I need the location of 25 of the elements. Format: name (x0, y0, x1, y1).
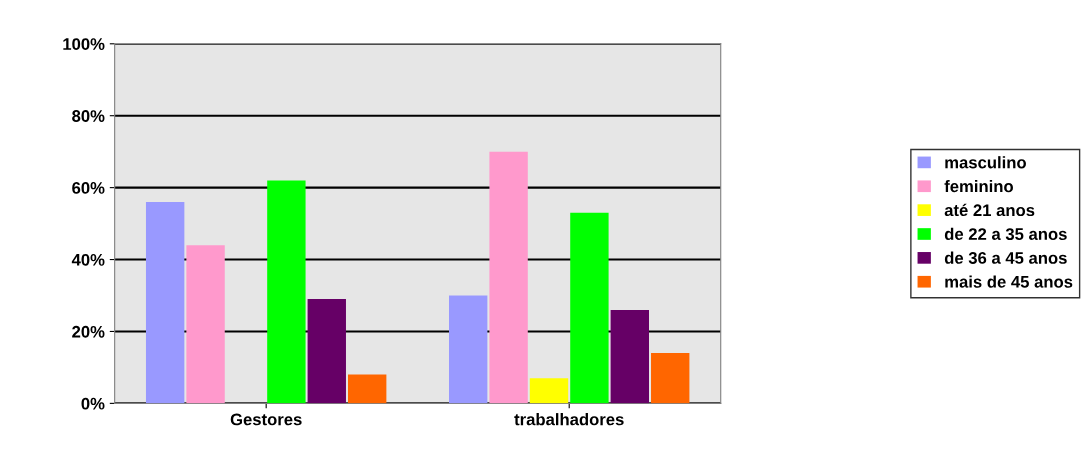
bar (449, 295, 488, 404)
bar (347, 374, 387, 404)
bar (145, 202, 185, 404)
y-tick-label: 40% (71, 253, 105, 266)
x-tick-label: Gestores (230, 413, 302, 426)
legend-label: até 21 anos (944, 203, 1035, 217)
bar (489, 151, 528, 404)
bar (186, 245, 225, 404)
legend-label: feminino (944, 180, 1013, 193)
y-tick-label: 80% (72, 110, 105, 122)
bar (267, 180, 306, 404)
bar (651, 353, 690, 404)
legend-label: de 22 a 35 anos (944, 227, 1067, 241)
y-tick-label: 100% (63, 38, 105, 50)
legend-label: mais de 45 anos (945, 275, 1073, 288)
x-tick-label: trabalhadores (514, 413, 624, 426)
bar (570, 212, 609, 404)
y-tick-label: 0% (81, 397, 105, 410)
bar (307, 299, 346, 404)
bar (610, 309, 649, 404)
legend-label: masculino (945, 156, 1026, 169)
y-tick-label: 60% (72, 182, 105, 194)
y-tick-label: 20% (72, 325, 105, 338)
bar (529, 378, 569, 404)
legend-label: de 36 a 45 anos (944, 251, 1067, 264)
